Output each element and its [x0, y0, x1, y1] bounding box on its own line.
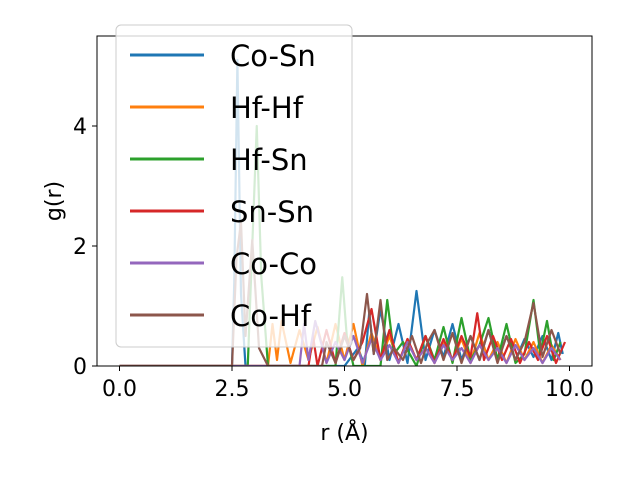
x-tick-label: 5.0: [327, 377, 362, 402]
x-tick-label: 2.5: [215, 377, 250, 402]
x-axis-title: r (Å): [320, 419, 368, 446]
legend-label-hf-hf: Hf-Hf: [230, 91, 304, 125]
legend-label-co-co: Co-Co: [230, 247, 317, 281]
series-layer: [119, 58, 567, 366]
y-tick-label: 4: [73, 115, 87, 140]
y-tick-label: 2: [73, 235, 87, 260]
y-tick-label: 0: [73, 355, 87, 380]
legend-label-sn-sn: Sn-Sn: [230, 195, 314, 229]
series-line-co-co: [119, 319, 562, 366]
x-tick-label: 10.0: [545, 377, 594, 402]
legend: Co-Sn Hf-Hf Hf-Sn Sn-Sn Co-Co Co-Hf: [115, 24, 353, 348]
series-line-co-hf: [119, 220, 562, 366]
legend-label-co-hf: Co-Hf: [230, 299, 312, 333]
legend-label-co-sn: Co-Sn: [230, 39, 316, 73]
legend-label-hf-sn: Hf-Sn: [230, 143, 308, 177]
y-axis-title: g(r): [42, 181, 67, 221]
x-tick-label: 0.0: [102, 377, 137, 402]
x-tick-label: 7.5: [440, 377, 475, 402]
tick-layer: 0.0 2.5 5.0 7.5 10.0 0 2 4: [73, 115, 594, 402]
